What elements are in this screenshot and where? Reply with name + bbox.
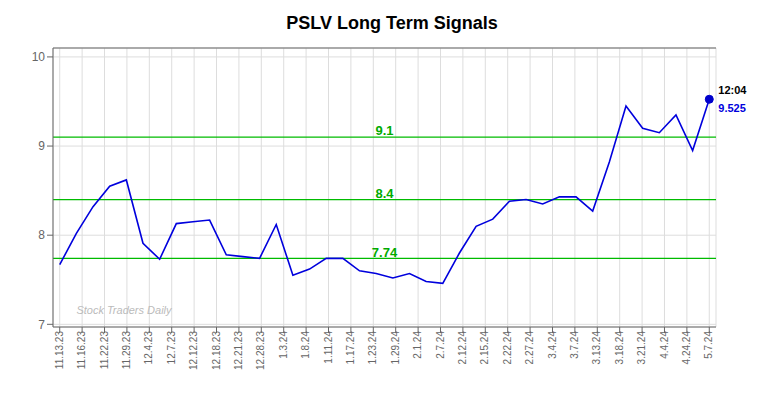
svg-text:8: 8 [38, 228, 45, 242]
svg-text:3.7.24: 3.7.24 [569, 331, 580, 359]
svg-text:12.21.23: 12.21.23 [233, 331, 244, 370]
svg-text:10: 10 [32, 50, 46, 64]
svg-text:2.1.24: 2.1.24 [412, 331, 423, 359]
svg-text:2.15.24: 2.15.24 [479, 331, 490, 365]
svg-text:7.74: 7.74 [372, 245, 398, 260]
svg-text:9: 9 [38, 139, 45, 153]
svg-text:9.1: 9.1 [375, 123, 393, 138]
svg-text:11.29.23: 11.29.23 [121, 331, 132, 370]
svg-text:9.525: 9.525 [718, 102, 746, 114]
svg-text:12.28.23: 12.28.23 [255, 331, 266, 370]
svg-text:12.7.23: 12.7.23 [166, 331, 177, 365]
svg-text:1.11.24: 1.11.24 [323, 331, 334, 364]
svg-text:1.3.24: 1.3.24 [278, 331, 289, 359]
svg-text:2.27.24: 2.27.24 [524, 331, 535, 365]
svg-text:4.4.24: 4.4.24 [659, 331, 670, 359]
html-text:PSLV Long Term Signals: PSLV Long Term Signals [286, 13, 498, 33]
svg-text:3.21.24: 3.21.24 [636, 331, 647, 365]
svg-text:1.23.24: 1.23.24 [367, 331, 378, 365]
svg-text:1.8.24: 1.8.24 [300, 331, 311, 359]
svg-text:11.22.23: 11.22.23 [99, 331, 110, 370]
svg-text:12.12.23: 12.12.23 [188, 331, 199, 370]
svg-text:3.4.24: 3.4.24 [547, 331, 558, 359]
svg-text:5.7.24: 5.7.24 [703, 331, 714, 359]
svg-text:7: 7 [38, 318, 45, 332]
svg-text:3.13.24: 3.13.24 [591, 331, 602, 365]
svg-text:4.24.24: 4.24.24 [681, 331, 692, 365]
svg-text:1.17.24: 1.17.24 [345, 331, 356, 365]
svg-text:2.12.24: 2.12.24 [457, 331, 468, 365]
svg-text:3.18.24: 3.18.24 [614, 331, 625, 365]
svg-text:12.18.23: 12.18.23 [211, 331, 222, 370]
svg-text:8.4: 8.4 [375, 186, 394, 201]
svg-text:11.16.23: 11.16.23 [76, 331, 87, 370]
svg-text:1.29.24: 1.29.24 [390, 331, 401, 365]
svg-text:Stock Traders Daily: Stock Traders Daily [76, 304, 173, 316]
svg-text:2.22.24: 2.22.24 [502, 331, 513, 365]
svg-text:11.13.23: 11.13.23 [54, 331, 65, 370]
svg-text:12:04: 12:04 [718, 84, 747, 96]
svg-text:2.7.24: 2.7.24 [435, 331, 446, 359]
svg-text:12.4.23: 12.4.23 [143, 331, 154, 365]
